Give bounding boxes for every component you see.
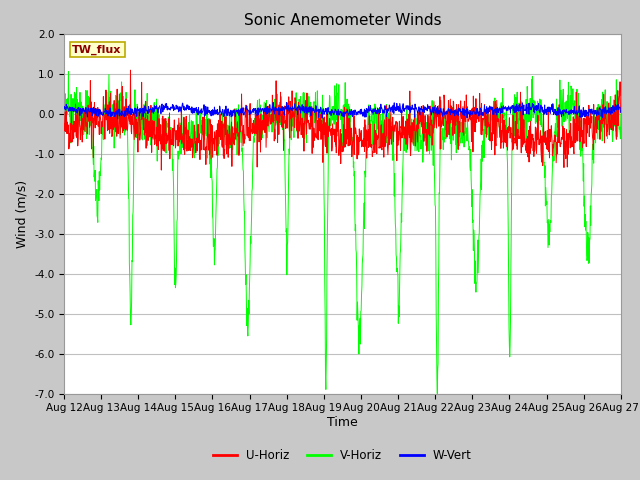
X-axis label: Time: Time: [327, 416, 358, 429]
Text: TW_flux: TW_flux: [72, 44, 122, 55]
Legend: U-Horiz, V-Horiz, W-Vert: U-Horiz, V-Horiz, W-Vert: [208, 444, 477, 467]
Y-axis label: Wind (m/s): Wind (m/s): [15, 180, 28, 248]
Title: Sonic Anemometer Winds: Sonic Anemometer Winds: [244, 13, 441, 28]
